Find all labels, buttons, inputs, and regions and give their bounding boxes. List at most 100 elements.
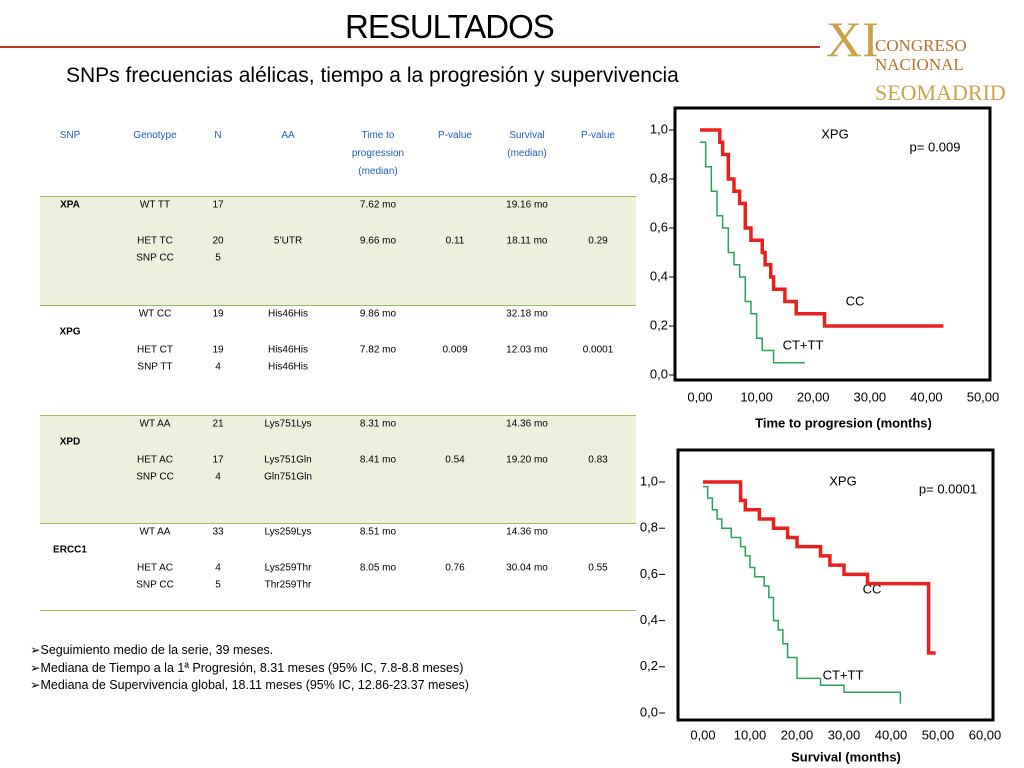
table-cell: 0.54	[445, 454, 465, 466]
y-tick-label: 0,8	[650, 170, 668, 185]
x-tick-label: 50,00	[922, 727, 955, 742]
table-cell: 21	[212, 418, 224, 430]
table-cell: 0.11	[445, 235, 465, 247]
table-cell: SNP CC	[136, 579, 174, 591]
x-axis-title: Time to progresion (months)	[755, 415, 932, 430]
table-cell: SNP TT	[137, 361, 173, 373]
table-cell: HET CT	[137, 344, 173, 356]
y-tick-label: 0,6	[650, 219, 668, 234]
snp-label: ERCC1	[53, 544, 87, 556]
table-cell: Lys751Gln	[264, 454, 312, 466]
x-tick-label: 40,00	[875, 727, 908, 742]
bullet: ➢Seguimiento medio de la serie, 39 meses…	[30, 642, 469, 660]
table-cell: 8.51 mo	[359, 526, 397, 538]
table-cell: 30.04 mo	[506, 562, 548, 574]
bullet: ➢Mediana de Tiempo a la 1ª Progresión, 8…	[30, 660, 469, 678]
survival-curve	[703, 480, 936, 655]
y-tick-label: 0,8	[640, 520, 658, 535]
row-rule	[40, 305, 636, 306]
bullet: ➢Mediana de Supervivencia global, 18.11 …	[30, 677, 469, 695]
x-tick-label: 50,00	[967, 389, 1000, 404]
row-rule	[40, 610, 636, 611]
x-tick-label: 20,00	[781, 727, 814, 742]
y-tick-label: 0,2	[650, 317, 668, 332]
table-cell: 5’UTR	[273, 235, 303, 247]
table-cell: 19.20 mo	[506, 454, 548, 466]
x-tick-label: 30,00	[828, 727, 861, 742]
table-cell: 0.009	[442, 344, 468, 356]
x-axis-title: Survival (months)	[791, 749, 901, 764]
table-cell: 12.03 mo	[506, 344, 548, 356]
bullet-text: Mediana de Supervivencia global, 18.11 m…	[40, 678, 469, 692]
x-tick-label: 60,00	[969, 727, 1002, 742]
table-cell: Gln751Gln	[264, 471, 312, 483]
survival-curve	[703, 485, 902, 704]
table-cell: 19	[212, 344, 224, 356]
column-header: Genotype	[133, 130, 177, 141]
plot-frame	[676, 448, 995, 722]
column-header: Survival (median)	[507, 130, 547, 159]
table-cell: 18.11 mo	[506, 235, 548, 247]
table-cell: His46His	[267, 308, 309, 320]
y-tick-label: 0,0	[640, 704, 658, 719]
column-header: N	[214, 130, 222, 141]
snp-label: XPD	[59, 436, 81, 448]
table-cell: WT CC	[138, 308, 172, 320]
annotation: p= 0.009	[910, 139, 961, 154]
subtitle: SNPs frecuencias alélicas, tiempo a la p…	[66, 64, 679, 87]
title: RESULTADOS	[345, 8, 555, 45]
table-cell: 19	[212, 308, 224, 320]
x-tick-label: 0,00	[690, 727, 715, 742]
table-cell: 0.0001	[582, 344, 614, 356]
annotation: CC	[846, 293, 865, 308]
table-cell: 14.36 mo	[506, 418, 548, 430]
bullet-marker: ➢	[30, 643, 41, 657]
x-tick-label: 20,00	[797, 389, 830, 404]
column-header: SNP	[59, 130, 81, 141]
y-tick-label: 0,0	[650, 366, 668, 381]
survival-curve	[700, 141, 805, 364]
plot-frame	[673, 106, 992, 382]
table-cell: 19.16 mo	[506, 199, 548, 211]
table-cell: 33	[212, 526, 224, 538]
table-cell: His46His	[267, 344, 309, 356]
results-table: SNP Genotype N AA Time to progression (media…	[40, 112, 636, 612]
table-cell: 20	[212, 235, 224, 247]
row-rule	[40, 523, 636, 524]
y-tick-label: 0,4	[650, 268, 668, 283]
column-header: P-value	[438, 130, 472, 141]
row-band	[40, 415, 636, 523]
table-cell: 8.05 mo	[359, 562, 397, 574]
bullet-text: Mediana de Tiempo a la 1ª Progresión, 8.…	[40, 660, 464, 675]
y-tick-label: 1,0	[640, 473, 658, 488]
table-cell: 9.86 mo	[359, 308, 397, 320]
table-cell: 8.41 mo	[359, 454, 397, 466]
table-cell: 14.36 mo	[506, 526, 548, 538]
column-header: AA	[281, 130, 295, 141]
annotation: XPG	[829, 473, 856, 488]
table-cell: 9.66 mo	[359, 235, 397, 247]
title-rule	[0, 46, 820, 48]
table-cell: 4	[215, 471, 221, 483]
table-cell: WT AA	[139, 526, 171, 538]
table-cell: HET TC	[137, 235, 173, 247]
logo-line: CONGRESO	[875, 36, 967, 55]
table-cell: WT TT	[139, 199, 171, 211]
table-cell: Lys259Thr	[264, 562, 312, 574]
y-tick-label: 0,6	[640, 566, 658, 581]
table-cell: 0.29	[588, 235, 608, 247]
logo-line: NACIONAL	[875, 55, 964, 74]
annotation: CT+TT	[783, 337, 824, 352]
bullet-text: Seguimiento medio de la serie, 39 meses.	[40, 643, 274, 657]
y-tick-label: 0,4	[640, 612, 658, 627]
bullet-marker: ➢	[30, 660, 41, 675]
table-cell: HET AC	[137, 454, 173, 466]
snp-label: XPA	[60, 199, 80, 211]
table-cell: Thr259Thr	[264, 579, 312, 591]
x-tick-label: 10,00	[734, 727, 767, 742]
table-cell: 0.76	[445, 562, 465, 574]
snp-label: XPG	[59, 326, 81, 338]
table-cell: 0.83	[588, 454, 608, 466]
table-cell: SNP CC	[136, 252, 174, 264]
